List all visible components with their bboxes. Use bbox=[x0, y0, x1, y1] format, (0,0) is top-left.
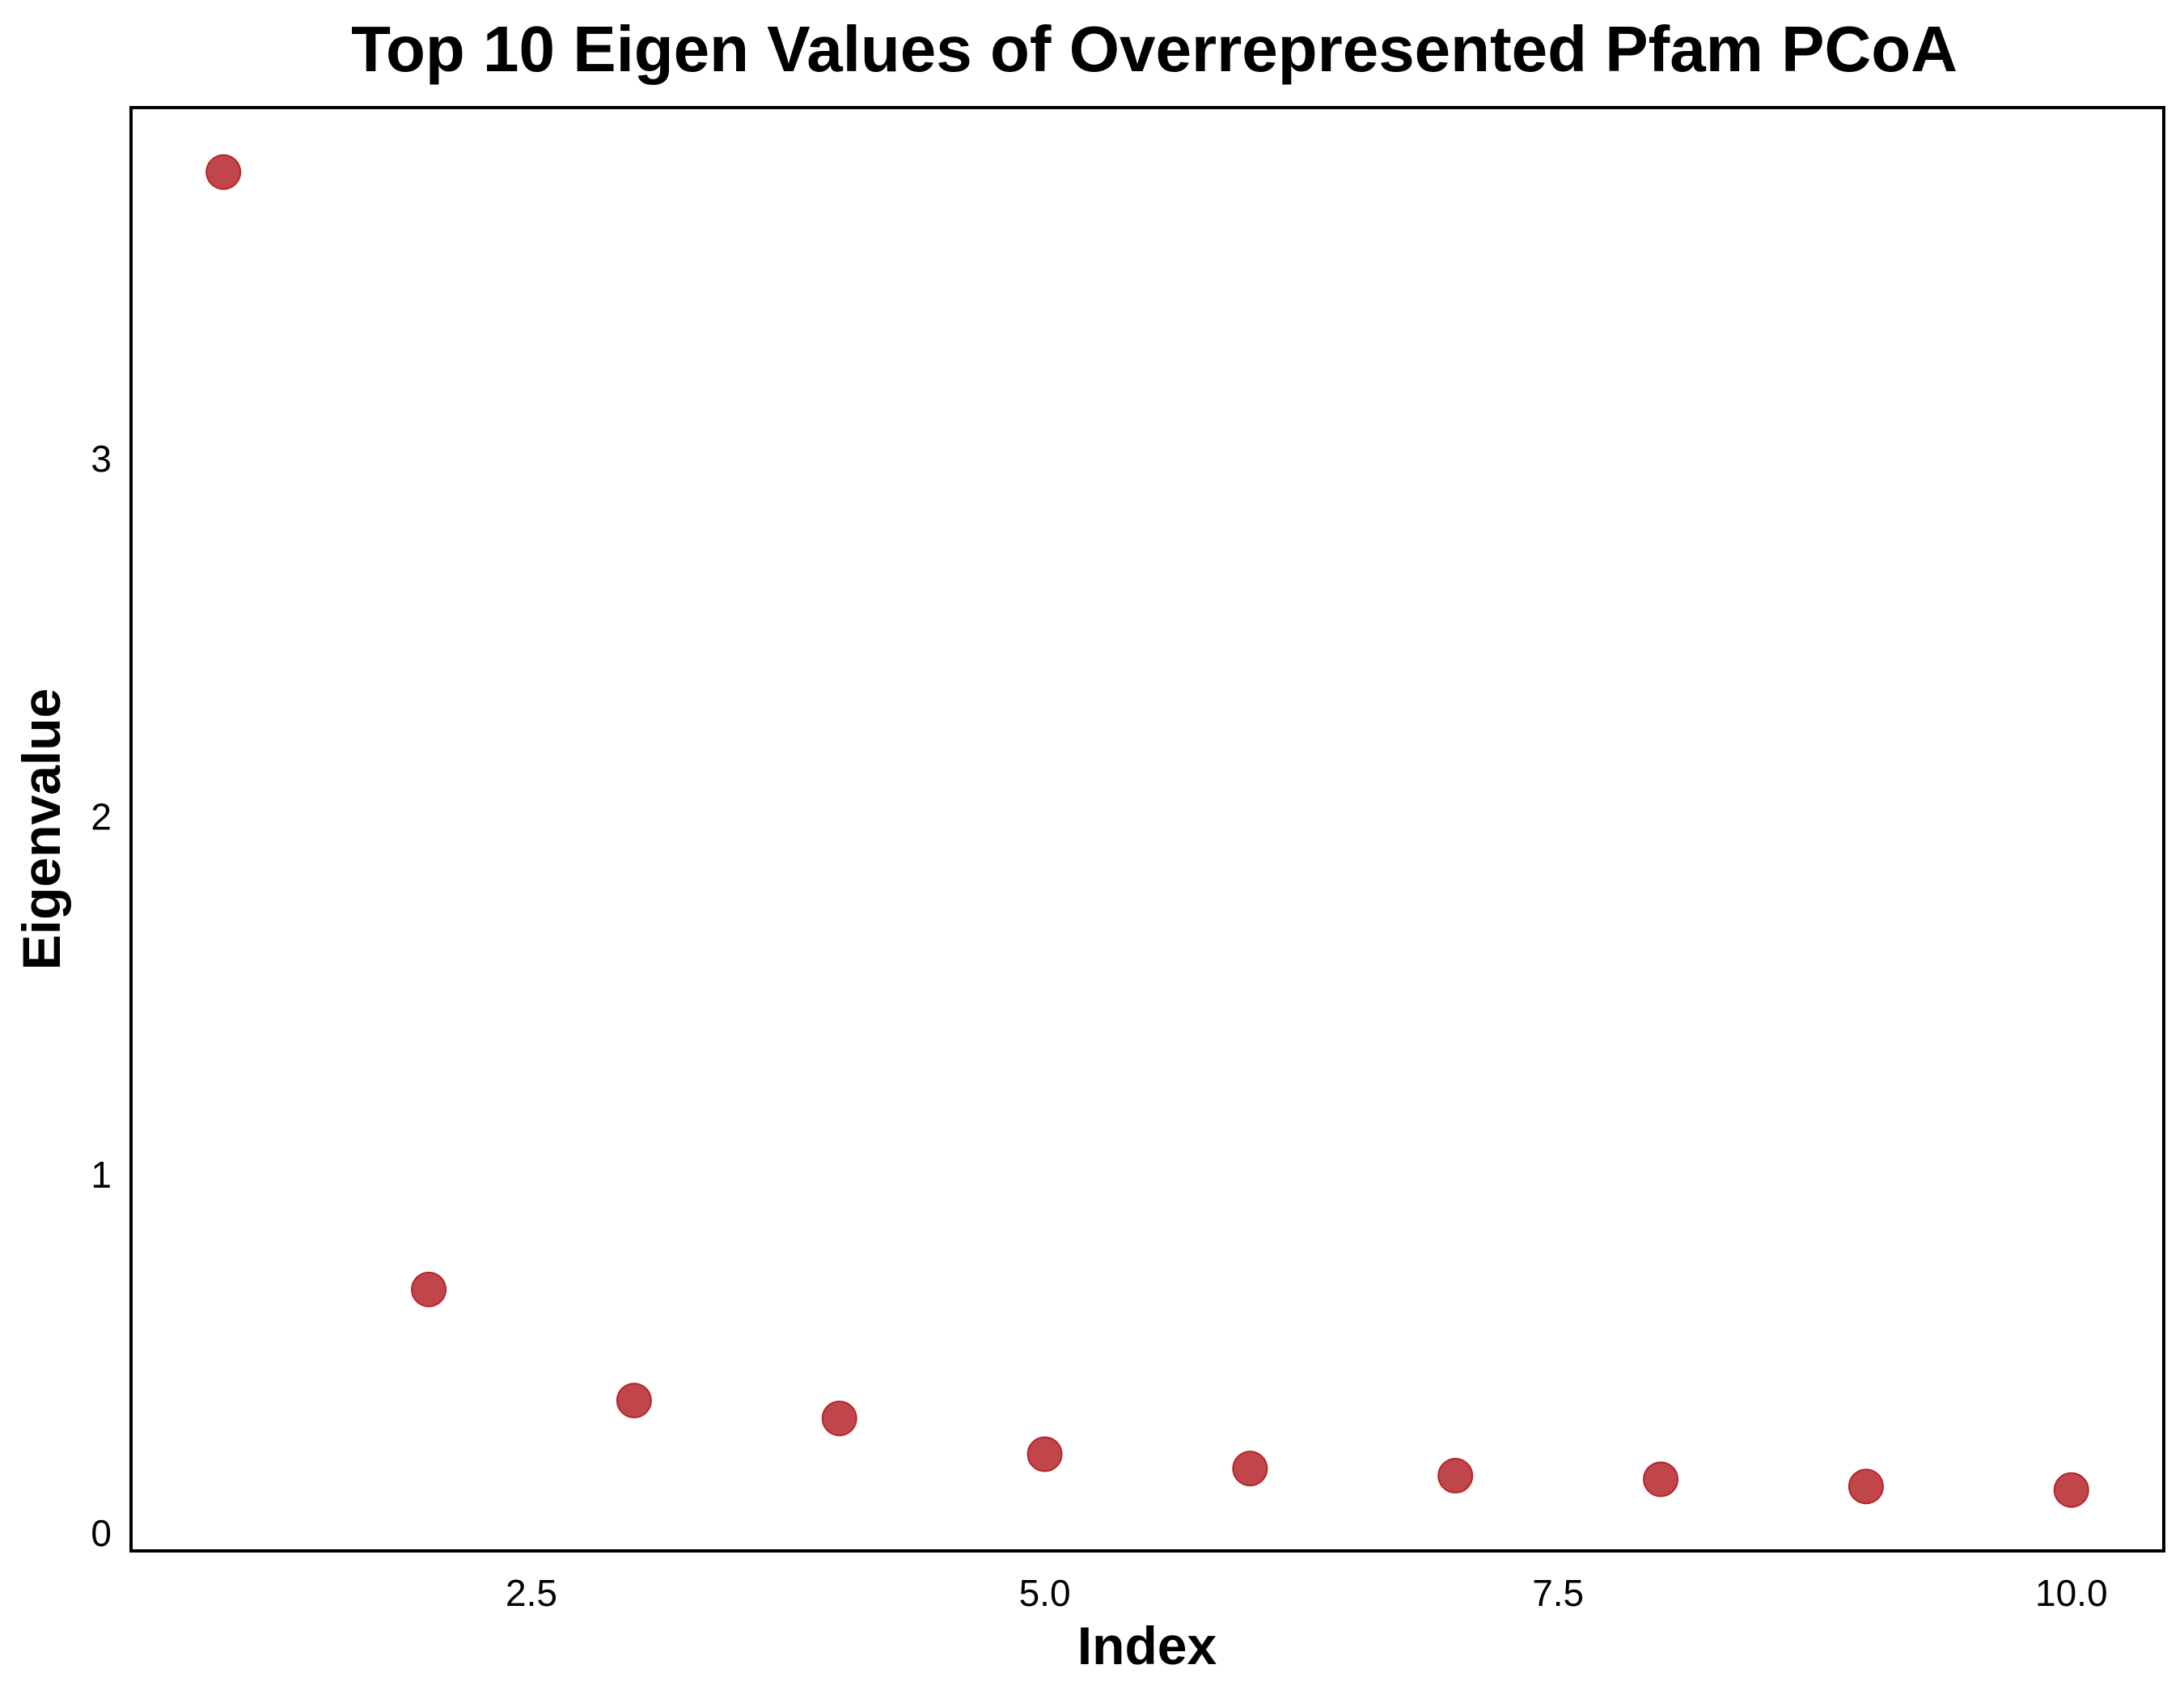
y-tick-label: 1 bbox=[91, 1154, 112, 1196]
data-point bbox=[1232, 1451, 1268, 1487]
chart-title: Top 10 Eigen Values of Overrepresented P… bbox=[351, 13, 1958, 85]
x-axis-ticks: 2.5 5.0 7.5 10.0 bbox=[506, 1572, 2108, 1614]
x-tick-label: 2.5 bbox=[506, 1572, 557, 1614]
y-axis-ticks: 0 1 2 3 bbox=[91, 438, 112, 1554]
y-tick-label: 0 bbox=[91, 1512, 112, 1554]
x-axis-title: Index bbox=[1077, 1616, 1217, 1675]
data-point bbox=[821, 1400, 857, 1437]
y-tick-label: 2 bbox=[91, 796, 112, 838]
y-tick-label: 3 bbox=[91, 438, 112, 480]
data-point bbox=[1437, 1458, 1474, 1494]
x-tick-label: 5.0 bbox=[1019, 1572, 1071, 1614]
y-axis-title: Eigenvalue bbox=[11, 688, 71, 970]
data-point bbox=[205, 154, 242, 190]
plot-frame bbox=[129, 106, 2165, 1553]
data-point bbox=[1026, 1436, 1063, 1472]
data-point bbox=[2053, 1472, 2089, 1508]
data-point bbox=[1848, 1468, 1884, 1505]
data-points bbox=[205, 154, 2089, 1508]
data-point bbox=[411, 1271, 447, 1307]
data-point bbox=[1643, 1461, 1679, 1498]
data-point bbox=[616, 1383, 652, 1419]
x-tick-label: 7.5 bbox=[1532, 1572, 1584, 1614]
x-tick-label: 10.0 bbox=[2035, 1572, 2108, 1614]
